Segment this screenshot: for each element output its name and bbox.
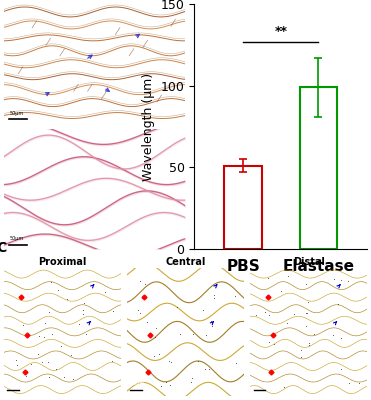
Text: 50μm: 50μm — [9, 236, 23, 242]
Text: 50μm: 50μm — [253, 381, 268, 386]
Text: 50μm: 50μm — [7, 381, 22, 386]
Text: C: C — [0, 241, 7, 255]
Title: Proximal: Proximal — [38, 257, 86, 267]
Text: 50μm: 50μm — [9, 111, 23, 116]
Bar — [299, 87, 337, 249]
Title: Distal: Distal — [293, 257, 325, 267]
Y-axis label: Wavelength (μm): Wavelength (μm) — [142, 72, 155, 180]
Text: **: ** — [274, 25, 287, 38]
Text: 50μm: 50μm — [130, 381, 145, 386]
Title: Central: Central — [165, 257, 206, 267]
Bar — [224, 166, 262, 249]
